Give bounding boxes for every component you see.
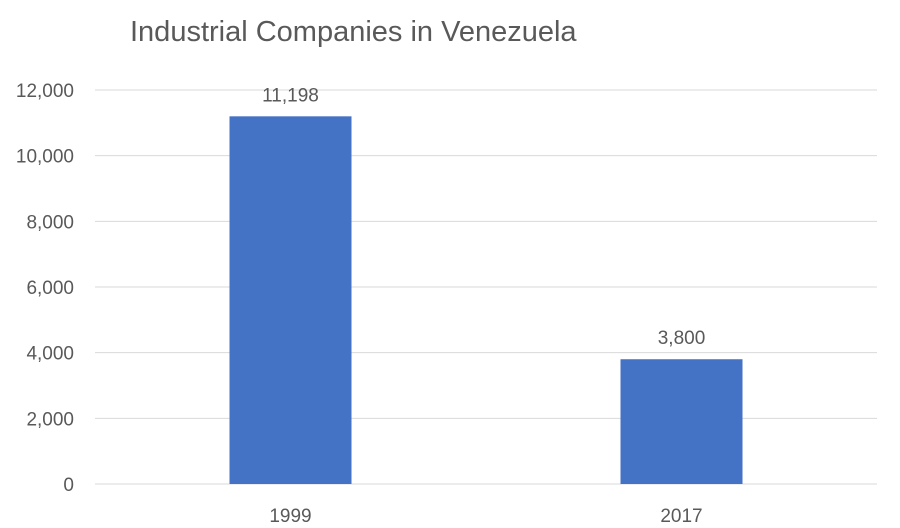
y-tick-label: 0 bbox=[63, 475, 74, 496]
y-tick-label: 12,000 bbox=[16, 81, 74, 102]
bar-1999 bbox=[229, 116, 352, 484]
y-tick-label: 8,000 bbox=[26, 212, 74, 233]
bar-2017 bbox=[620, 359, 743, 484]
y-tick-label: 10,000 bbox=[16, 147, 74, 168]
x-tick-label: 1999 bbox=[269, 506, 311, 527]
data-label: 3,800 bbox=[658, 328, 706, 349]
data-label: 11,198 bbox=[262, 85, 319, 106]
y-tick-label: 2,000 bbox=[26, 409, 74, 430]
chart-title: Industrial Companies in Venezuela bbox=[130, 16, 577, 48]
x-tick-label: 2017 bbox=[660, 506, 702, 527]
y-tick-label: 4,000 bbox=[26, 344, 74, 365]
y-tick-label: 6,000 bbox=[26, 278, 74, 299]
